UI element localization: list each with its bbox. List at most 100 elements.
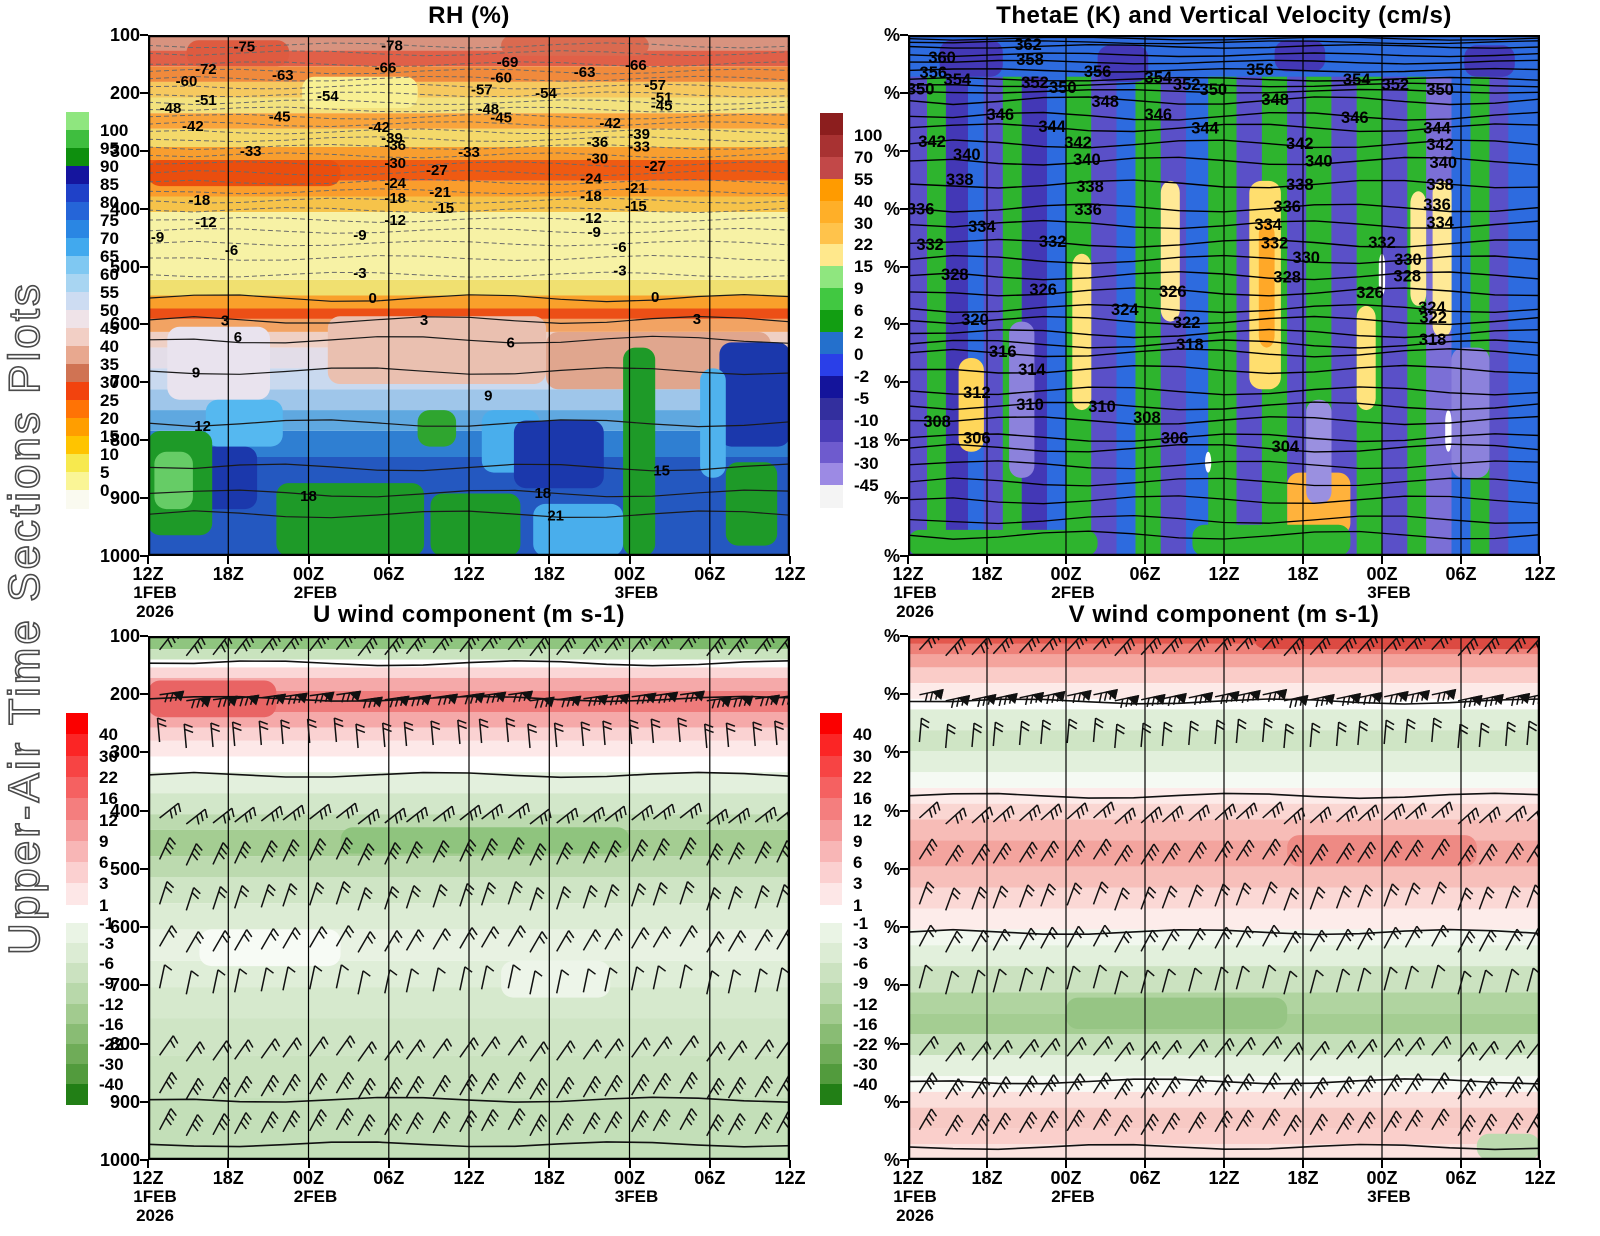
rh-x-tick-label: 12Z (774, 564, 806, 584)
rh-y-tick-mark (140, 91, 148, 94)
u-y-tick-label: 700 (109, 975, 140, 996)
contour-label: -45 (269, 108, 291, 125)
u-colorbar-label: 6 (99, 853, 109, 873)
v-y-tick-label: % (883, 800, 900, 821)
v-y-tick-mark (900, 809, 908, 812)
u-colorbar-swatch (66, 798, 88, 820)
contour-label: 328 (941, 266, 969, 284)
u-y-tick-label: 400 (109, 800, 140, 821)
v-date-label: 2026 (896, 1206, 934, 1225)
v-date-label: 1FEB (893, 1187, 937, 1206)
u-colorbar-label: 40 (99, 725, 118, 745)
plot-border (908, 636, 1540, 1160)
v-y-tick-label: % (883, 858, 900, 879)
contour-label: 334 (1426, 214, 1454, 232)
th-colorbar-label: -45 (854, 476, 879, 496)
v-x-tick-mark (907, 1160, 909, 1168)
th-y-tick-mark (900, 149, 908, 152)
contour-label: 310 (1016, 396, 1044, 414)
rh-y-tick-mark (140, 34, 148, 36)
th-colorbar-swatch (820, 353, 843, 377)
v-colorbar-label: 30 (853, 746, 872, 766)
v-x-tick-label: 18Z (971, 1168, 1003, 1188)
rh-x-tick-label: 00Z (613, 564, 646, 584)
th-colorbar-label: 70 (854, 147, 873, 167)
wind-barb-row (918, 924, 1540, 953)
contour-label: -30 (587, 151, 609, 168)
contour-label: -15 (432, 200, 454, 217)
rh-colorbar-swatch (66, 454, 89, 473)
contour-label: 330 (1394, 251, 1422, 269)
rh-colorbar-swatch (66, 400, 89, 419)
rh-colorbar-swatch (66, 184, 89, 203)
wind-barb-row (158, 964, 790, 995)
contour-label: -60 (490, 70, 512, 87)
th-date-label: 3FEB (1367, 583, 1411, 602)
u-date-label: 1FEB (133, 1187, 177, 1206)
u-x-tick-label: 12Z (132, 1168, 164, 1188)
th-x-tick-mark (986, 556, 988, 564)
contour-label: 3 (420, 312, 428, 329)
contour-label: 354 (944, 71, 972, 89)
contour-label: -51 (651, 90, 673, 107)
contour-label: 334 (968, 218, 996, 236)
rh-panel-title: RH (%) (428, 2, 510, 29)
v-x-tick-mark (1539, 1160, 1541, 1168)
v-x-tick-label: 12Z (1208, 1168, 1240, 1188)
u-y-tick-mark (140, 926, 148, 929)
contour-label: -3 (613, 263, 626, 280)
v-y-tick-mark (900, 751, 908, 754)
u-colorbar-swatch (66, 755, 88, 778)
rh-colorbar-label: 100 (100, 121, 129, 140)
th-x-tick-mark (1539, 556, 1541, 564)
rh-colorbar-swatch (66, 328, 89, 347)
v-colorbar-label: -12 (853, 994, 878, 1014)
contour-label: 340 (1073, 151, 1101, 169)
contour-label: 350 (1426, 81, 1454, 99)
v-x-tick-label: 06Z (1445, 1168, 1477, 1188)
th-x-tick-mark (1065, 556, 1067, 564)
wind-barb-row (158, 837, 790, 866)
rh-colorbar-label: 80 (100, 193, 119, 212)
u-y-tick-label: 800 (109, 1033, 140, 1054)
u-y-tick-mark (140, 1159, 148, 1161)
rh-x-tick-mark (548, 556, 551, 564)
th-colorbar-label: -2 (854, 366, 870, 386)
th-colorbar-label: -10 (854, 410, 879, 430)
th-y-tick-mark (900, 265, 908, 268)
rh-colorbar-swatch (66, 238, 89, 257)
th-colorbar-swatch (820, 375, 843, 399)
contour-label: 356 (920, 64, 948, 82)
rh-colorbar-swatch (66, 364, 89, 383)
u-colorbar-swatch (66, 1023, 88, 1045)
contour-label: -54 (317, 88, 339, 105)
v-colorbar-swatch (820, 840, 842, 863)
contour-label: 340 (1305, 153, 1333, 171)
contour-label: 328 (1273, 268, 1301, 286)
u-colorbar-label: -6 (99, 954, 115, 974)
contour-label: 318 (1419, 331, 1447, 349)
u-colorbar-swatch (66, 734, 88, 757)
th-x-tick-mark (1381, 556, 1383, 564)
contour-label: 344 (1038, 118, 1066, 136)
th-colorbar-label: 40 (854, 191, 873, 211)
u-y-tick-mark (140, 751, 148, 754)
u-colorbar-label: 22 (99, 767, 118, 787)
rh-date-label: 3FEB (614, 583, 659, 602)
contour-label: -12 (580, 210, 602, 227)
u-x-tick-label: 12Z (774, 1168, 806, 1188)
rh-y-tick-label: 500 (109, 256, 140, 277)
contour-label: -45 (651, 97, 673, 114)
wind-barb-row (918, 881, 1540, 911)
v-colorbar-swatch (820, 734, 842, 757)
contour-label: -24 (384, 175, 406, 192)
th-colorbar-label: 100 (854, 125, 883, 145)
u-x-tick-mark (307, 1160, 310, 1168)
v-colorbar-label: 6 (853, 853, 863, 873)
wind-barb-row (158, 925, 790, 953)
contour-label: 350 (908, 81, 934, 99)
contour-label: 3 (693, 311, 701, 328)
u-y-tick-mark (140, 635, 148, 637)
rh-colorbar-swatch (66, 346, 89, 365)
